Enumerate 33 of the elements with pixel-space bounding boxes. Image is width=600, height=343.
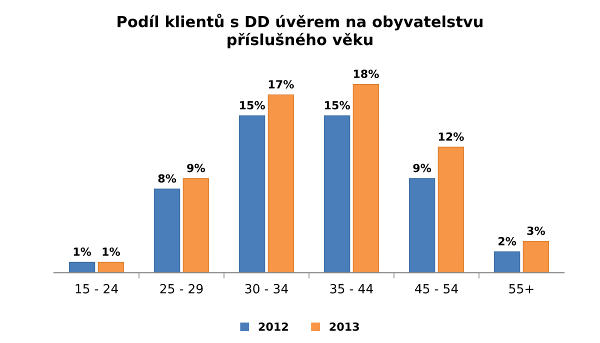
bar xyxy=(268,94,294,273)
bar xyxy=(182,178,210,273)
data-label: 9% xyxy=(413,164,432,172)
legend-label: 2012 xyxy=(258,322,288,331)
x-tick-label: 45 - 54 xyxy=(414,284,458,294)
data-label: 18% xyxy=(354,70,379,78)
bar xyxy=(324,115,350,273)
bar xyxy=(154,188,180,273)
bar xyxy=(438,146,464,273)
x-tick-label: 15 - 24 xyxy=(76,284,118,294)
bar xyxy=(408,178,436,273)
bar xyxy=(352,84,380,273)
bar xyxy=(68,262,96,273)
data-label: 3% xyxy=(527,226,546,235)
data-label: 12% xyxy=(438,132,464,141)
data-label: 9% xyxy=(187,164,206,172)
chart-title: Podíl klientů s DD úvěrem na obyvatelstvu příslušného věku xyxy=(118,14,482,48)
data-label: 17% xyxy=(268,80,294,89)
bar xyxy=(494,251,520,273)
bar xyxy=(522,240,550,273)
x-tick-label: 55+ xyxy=(509,284,534,294)
bar xyxy=(238,115,266,273)
legend-label: 2013 xyxy=(330,322,359,331)
data-label: 1% xyxy=(102,248,120,256)
x-tick-label: 30 - 34 xyxy=(245,284,288,294)
bar xyxy=(98,262,124,273)
data-label: 15% xyxy=(240,101,265,110)
data-label: 1% xyxy=(74,248,92,256)
x-tick-label: 25 - 29 xyxy=(160,284,203,294)
data-label: 2% xyxy=(498,237,516,246)
data-label: 8% xyxy=(158,174,176,183)
x-tick-label: 35 - 44 xyxy=(330,284,373,294)
data-label: 15% xyxy=(325,101,350,110)
